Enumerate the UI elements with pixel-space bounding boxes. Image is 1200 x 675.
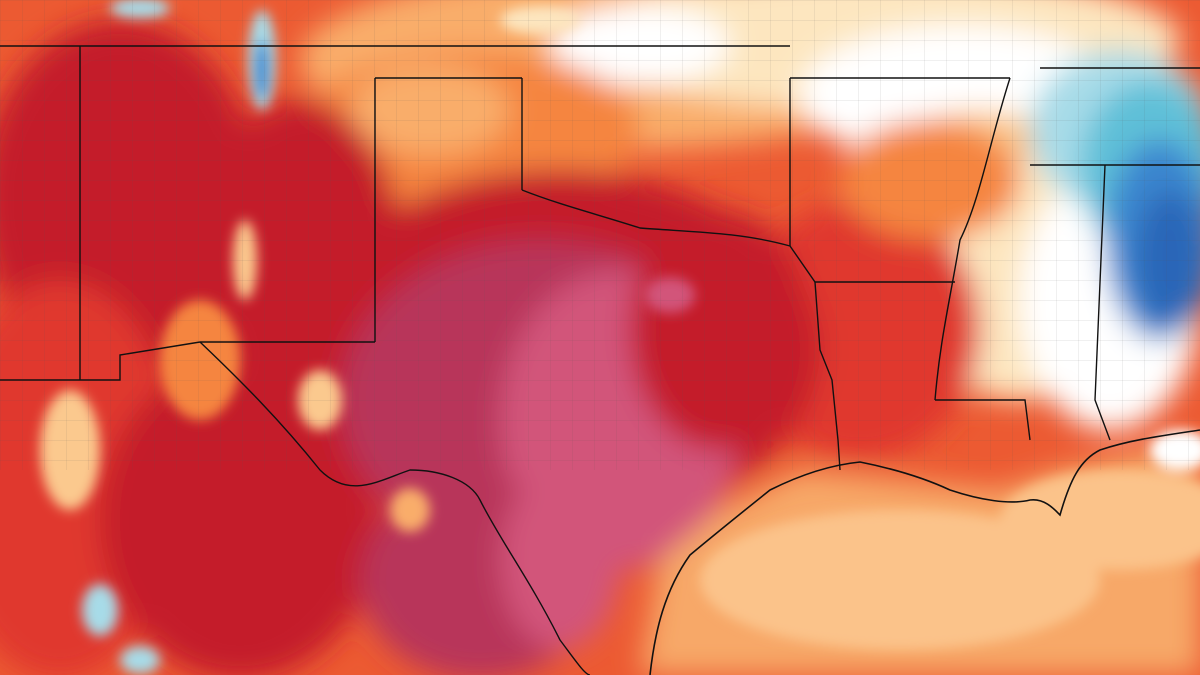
coastline [649, 429, 1200, 675]
border-arkansas-east [934, 77, 1011, 401]
border-mississippi-alabama [1094, 164, 1111, 441]
border-red-river [521, 189, 791, 247]
border-rio-grande [199, 341, 591, 675]
border-texas-louisiana [814, 281, 841, 471]
state-borders [0, 45, 1200, 675]
border-louisiana-north [935, 399, 1031, 441]
border-mexico-us-west [0, 341, 201, 381]
